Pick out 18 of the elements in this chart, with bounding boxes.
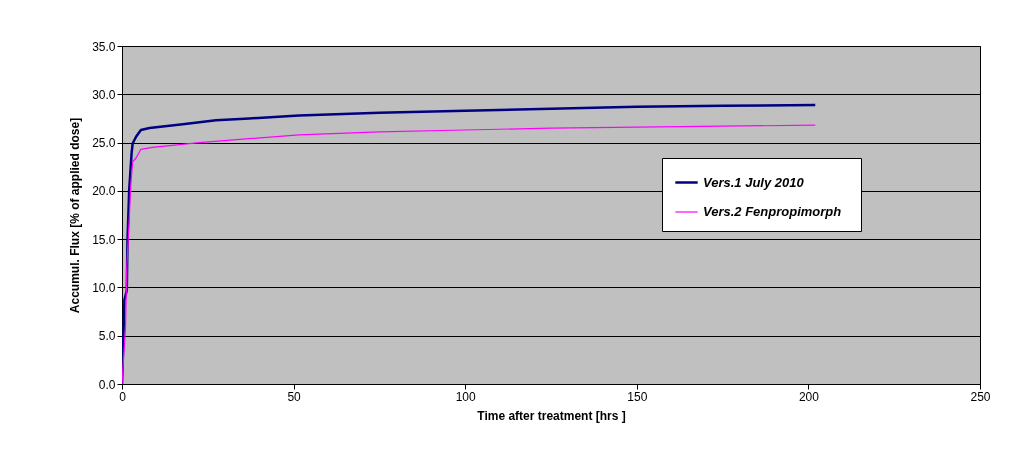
- y-axis-title: Accumul. Flux [% of applied dose]: [68, 117, 83, 314]
- y-tick-label: 25.0: [92, 136, 116, 151]
- x-tick-label: 100: [455, 389, 477, 404]
- y-tick-label: 15.0: [92, 232, 116, 247]
- x-tick-label: 200: [798, 389, 820, 404]
- y-tick-label: 10.0: [92, 280, 116, 295]
- y-tick-label: 5.0: [98, 329, 116, 344]
- y-tick-label: 0.0: [98, 377, 116, 392]
- y-tick-label: 20.0: [92, 184, 116, 199]
- x-tick-label: 150: [627, 389, 648, 404]
- x-axis-title: Time after treatment [hrs ]: [477, 408, 626, 423]
- x-tick-label: 0: [119, 389, 127, 404]
- x-tick-label: 50: [287, 389, 302, 404]
- legend-label: Vers.2 Fenpropimorph: [703, 204, 842, 219]
- x-tick-label: 250: [970, 389, 991, 404]
- legend-label: Vers.1 July 2010: [703, 174, 805, 190]
- y-tick-label: 35.0: [92, 39, 116, 54]
- y-tick-label: 30.0: [92, 87, 116, 102]
